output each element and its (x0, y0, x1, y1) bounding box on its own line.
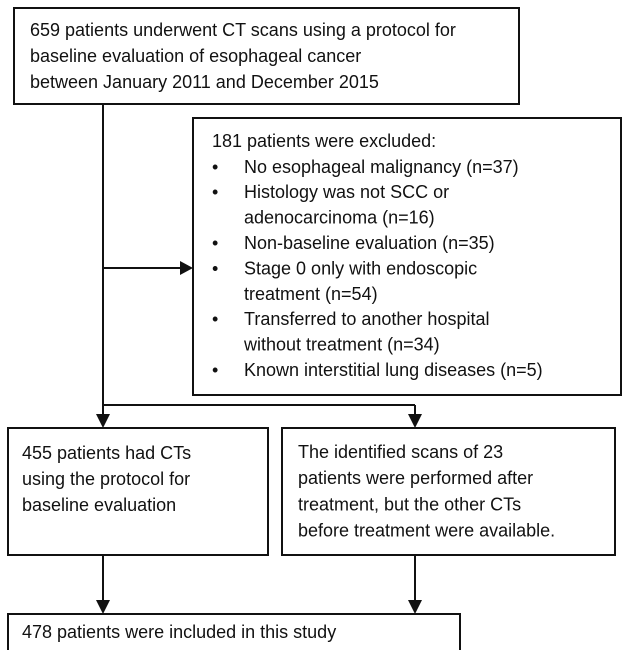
arrow-head (96, 414, 110, 428)
bullet: • (212, 309, 218, 329)
arrow-head (408, 414, 422, 428)
node-text: between January 2011 and December 2015 (30, 72, 379, 92)
node-text: baseline evaluation of esophageal cancer (30, 46, 361, 66)
node-title: 181 patients were excluded: (212, 131, 436, 151)
node-text: 455 patients had CTs (22, 443, 191, 463)
box-excluded (192, 117, 622, 396)
node-text: 659 patients underwent CT scans using a … (30, 20, 456, 40)
bullet-text: adenocarcinoma (n=16) (244, 208, 435, 228)
node-text: 478 patients were included in this study (22, 622, 336, 642)
bullet-text: Known interstitial lung diseases (n=5) (244, 360, 543, 380)
bullet-text: Stage 0 only with endoscopic (244, 258, 477, 278)
node-text: The identified scans of 23 (298, 442, 503, 462)
bullet: • (212, 182, 218, 202)
bullet-text: No esophageal malignancy (n=37) (244, 157, 519, 177)
bullet-text: Transferred to another hospital (244, 309, 489, 329)
box-included (7, 613, 461, 650)
arrow-head (180, 261, 193, 275)
box-after-treatment (281, 427, 616, 556)
bullet: • (212, 157, 218, 177)
bullet-text: without treatment (n=34) (243, 335, 440, 355)
arrow-head (96, 600, 110, 614)
arrow-head (408, 600, 422, 614)
node-text: using the protocol for (22, 469, 190, 489)
bullet: • (212, 233, 218, 253)
node-text: before treatment were available. (298, 521, 555, 541)
bullet: • (212, 258, 218, 278)
bullet: • (212, 360, 218, 380)
bullet-text: Non-baseline evaluation (n=35) (244, 233, 495, 253)
bullet-text: Histology was not SCC or (244, 182, 449, 202)
box-screened (13, 7, 520, 105)
node-text: baseline evaluation (22, 495, 176, 515)
node-text: patients were performed after (298, 468, 533, 488)
node-text: treatment, but the other CTs (298, 494, 521, 514)
bullet-text: treatment (n=54) (244, 284, 378, 304)
box-baseline (7, 427, 269, 556)
